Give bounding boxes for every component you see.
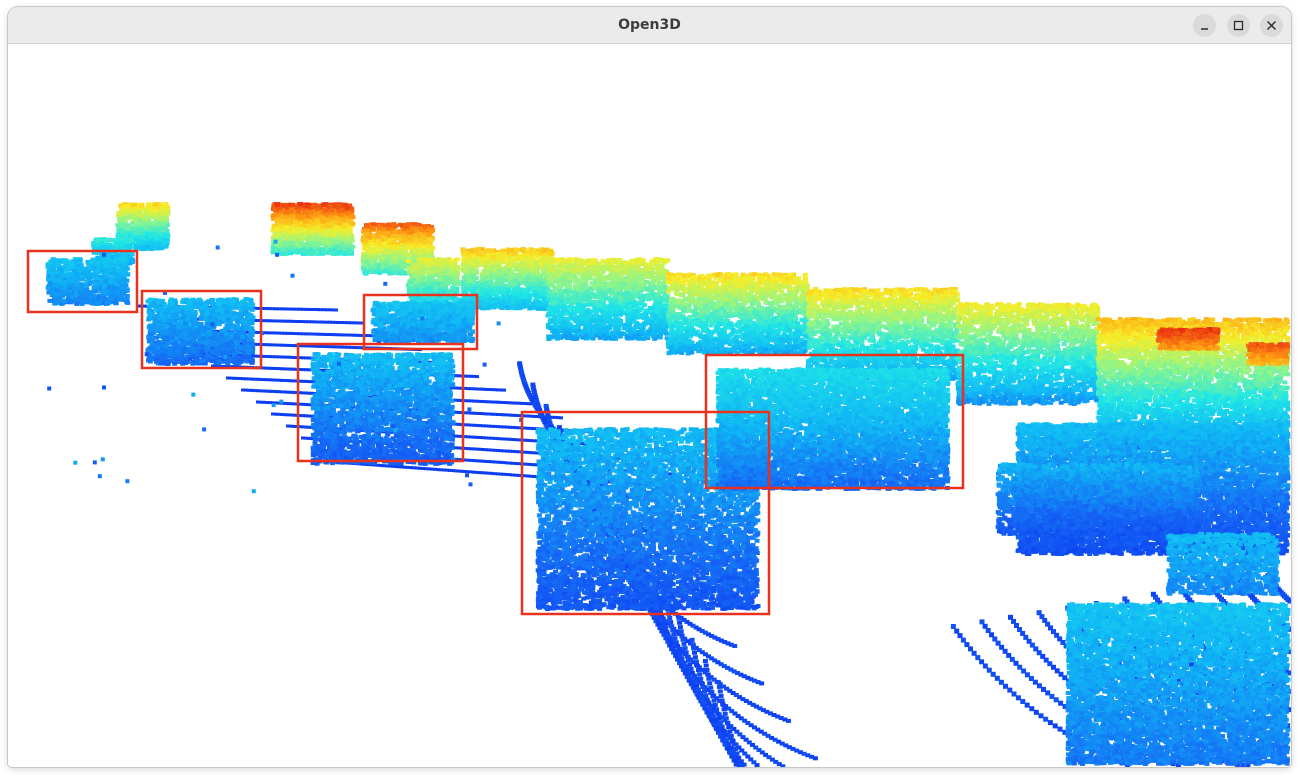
maximize-icon: [1227, 14, 1250, 37]
maximize-button[interactable]: [1227, 14, 1250, 37]
open3d-window: Open3D: [8, 7, 1291, 767]
close-button[interactable]: [1260, 14, 1283, 37]
minimize-icon: [1193, 14, 1216, 37]
window-title: Open3D: [8, 7, 1291, 44]
title-bar[interactable]: Open3D: [8, 7, 1291, 44]
minimize-button[interactable]: [1193, 14, 1216, 37]
point-cloud: [46, 202, 1292, 767]
close-icon: [1260, 14, 1283, 37]
point-cloud-viewport[interactable]: [8, 44, 1291, 767]
point-cloud-canvas[interactable]: [8, 44, 1291, 767]
